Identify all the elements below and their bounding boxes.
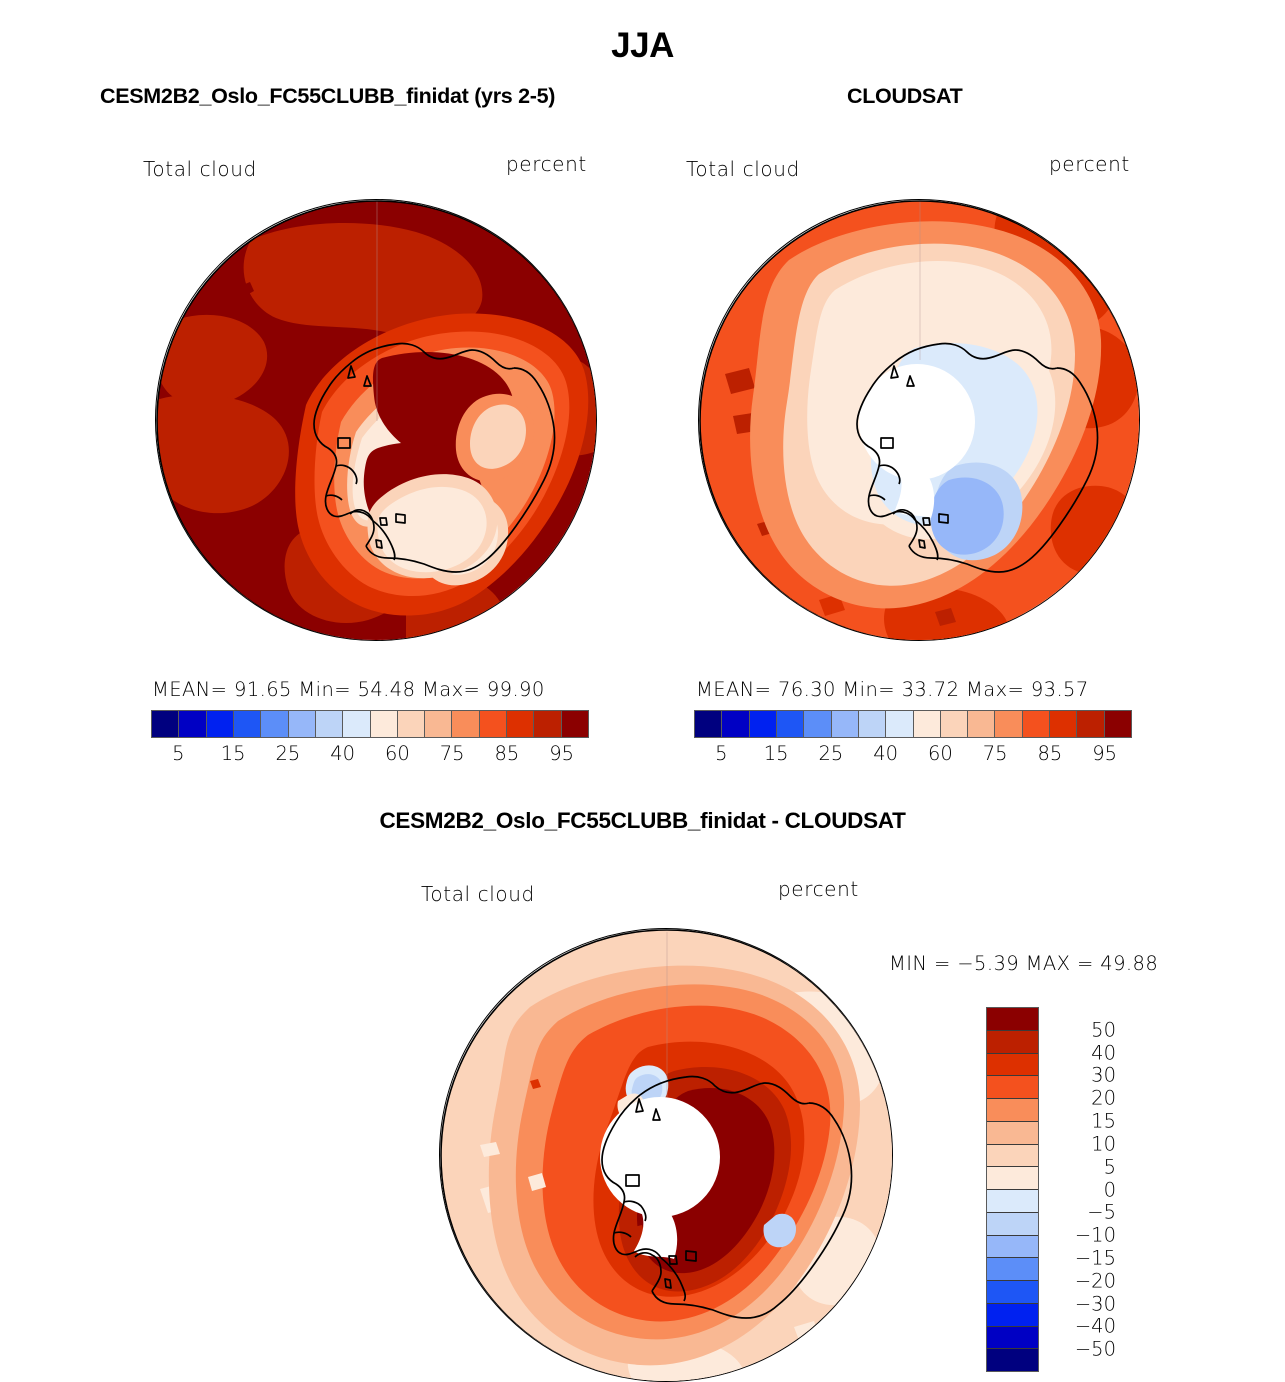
colorbar-tick-label: 5: [172, 742, 185, 765]
colorbar-cell: [749, 711, 777, 737]
colorbar-tick-label: 40: [330, 742, 356, 765]
colorbar-cell: [1050, 711, 1078, 737]
colorbar-cell: [152, 711, 180, 737]
colorbar-cell: [987, 1053, 1038, 1077]
colorbar-tick-label: 30: [1091, 1063, 1116, 1087]
colorbar-cell: [987, 1190, 1038, 1213]
colorbar-cell: [913, 711, 941, 737]
panel-variable-label-obs: Total cloud: [686, 157, 800, 181]
colorbar-cell: [722, 711, 750, 737]
colorbar-cell: [425, 711, 453, 737]
colorbar-cell: [233, 711, 262, 737]
colorbar-cell: [987, 1235, 1038, 1259]
stats-difference: MIN = −5.39 MAX = 49.88: [889, 952, 1159, 975]
colorbar-cell: [987, 1303, 1038, 1327]
panel-title-difference: CESM2B2_Oslo_FC55CLUBB_finidat - CLOUDSA…: [379, 808, 906, 833]
colorbar-cell: [987, 1258, 1038, 1281]
colorbar-cell: [987, 1326, 1038, 1350]
colorbar-tick-label: −40: [1074, 1314, 1116, 1338]
colorbar-cell: [987, 1144, 1038, 1168]
colorbar-tick-label: 25: [818, 742, 844, 765]
colorbar-cell: [1077, 711, 1105, 737]
colorbar-cell: [1022, 711, 1051, 737]
colorbar-model: [151, 710, 589, 738]
colorbar-tick-label: 20: [1091, 1086, 1116, 1110]
colorbar-tick-label: 60: [927, 742, 953, 765]
colorbar-cell: [987, 1008, 1038, 1031]
panel-title-model: CESM2B2_Oslo_FC55CLUBB_finidat (yrs 2-5): [100, 84, 556, 108]
colorbar-cell: [968, 711, 996, 737]
panel-variable-label-model: Total cloud: [143, 157, 257, 181]
map-model: [155, 199, 597, 641]
colorbar-cell: [179, 711, 207, 737]
colorbar-tick-label: 25: [275, 742, 301, 765]
colorbar-cell: [987, 1030, 1038, 1054]
colorbar-tick-label: 5: [1103, 1155, 1116, 1179]
colorbar-cell: [804, 711, 832, 737]
colorbar-cell: [561, 711, 588, 737]
colorbar-tick-label: 50: [1091, 1018, 1116, 1042]
colorbar-cell: [886, 711, 914, 737]
colorbar-tick-label: 75: [982, 742, 1008, 765]
map-difference: [439, 928, 893, 1382]
colorbar-cell: [206, 711, 234, 737]
panel-variable-label-difference: Total cloud: [421, 882, 535, 906]
panel-units-label-model: percent: [506, 152, 587, 176]
colorbar-cell: [343, 711, 371, 737]
colorbar-cell: [776, 711, 805, 737]
colorbar-tick-label: −30: [1074, 1292, 1116, 1316]
colorbar-cell: [987, 1121, 1038, 1145]
panel-units-label-difference: percent: [778, 877, 859, 901]
colorbar-tick-label: −10: [1074, 1223, 1116, 1247]
colorbar-cell: [1104, 711, 1131, 737]
colorbar-tick-label: 60: [384, 742, 410, 765]
colorbar-tick-label: −5: [1087, 1200, 1116, 1224]
colorbar-cell: [534, 711, 562, 737]
colorbar-tick-label: 15: [1091, 1109, 1116, 1133]
colorbar-cell: [987, 1212, 1038, 1236]
colorbar-tick-label: 10: [1091, 1132, 1116, 1156]
colorbar-cell: [397, 711, 426, 737]
colorbar-cell: [987, 1099, 1038, 1122]
colorbar-tick-label: 95: [1092, 742, 1118, 765]
colorbar-difference: [986, 1007, 1039, 1372]
colorbar-tick-label: 5: [715, 742, 728, 765]
colorbar-tick-label: 75: [439, 742, 465, 765]
stats-model: MEAN= 91.65 Min= 54.48 Max= 99.90: [152, 678, 545, 701]
colorbar-cell: [987, 1076, 1038, 1099]
colorbar-tick-label: 15: [763, 742, 789, 765]
colorbar-cell: [858, 711, 887, 737]
colorbar-cell: [261, 711, 289, 737]
colorbar-tick-label: −20: [1074, 1269, 1116, 1293]
colorbar-cell: [479, 711, 508, 737]
colorbar-cell: [987, 1167, 1038, 1190]
colorbar-tick-label: 0: [1103, 1178, 1116, 1201]
colorbar-cell: [370, 711, 398, 737]
map-cloudsat: [698, 199, 1140, 641]
colorbar-cell: [288, 711, 316, 737]
colorbar-cell: [831, 711, 859, 737]
panel-title-obs: CLOUDSAT: [847, 84, 963, 108]
colorbar-cell: [995, 711, 1023, 737]
page-title: JJA: [611, 26, 674, 65]
colorbar-cell: [315, 711, 344, 737]
panel-units-label-obs: percent: [1049, 152, 1130, 176]
colorbar-cell: [987, 1281, 1038, 1304]
colorbar-cell: [507, 711, 535, 737]
colorbar-cell: [940, 711, 969, 737]
stats-cloudsat: MEAN= 76.30 Min= 33.72 Max= 93.57: [696, 678, 1089, 701]
colorbar-cell: [695, 711, 723, 737]
colorbar-tick-label: −50: [1074, 1337, 1116, 1361]
colorbar-tick-label: 15: [220, 742, 246, 765]
colorbar-cell: [452, 711, 480, 737]
colorbar-tick-label: −15: [1074, 1246, 1116, 1270]
colorbar-tick-label: 40: [873, 742, 899, 765]
colorbar-tick-label: 85: [1037, 742, 1063, 765]
colorbar-tick-label: 95: [549, 742, 575, 765]
colorbar-tick-label: 85: [494, 742, 520, 765]
colorbar-cloudsat: [694, 710, 1132, 738]
colorbar-cell: [987, 1349, 1038, 1371]
colorbar-tick-label: 40: [1091, 1041, 1116, 1065]
